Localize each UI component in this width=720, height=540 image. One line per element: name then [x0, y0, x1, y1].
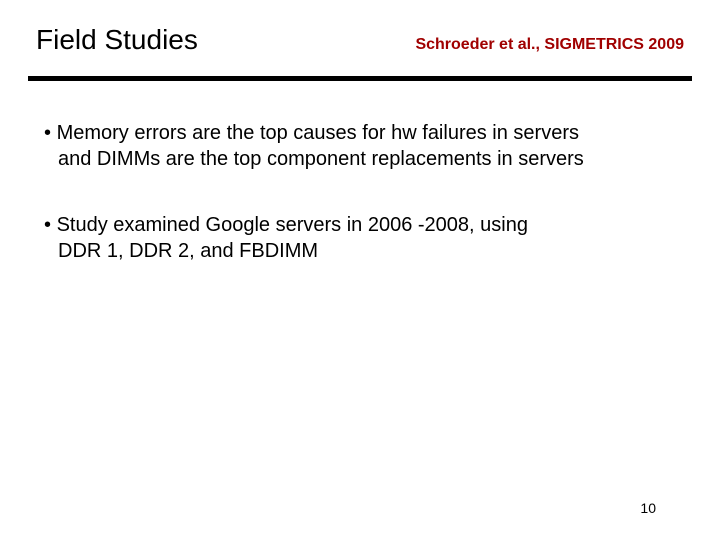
slide-title: Field Studies: [36, 24, 198, 56]
bullet-text: DDR 1, DDR 2, and FBDIMM: [44, 238, 684, 264]
divider-rule: [28, 76, 692, 81]
bullet-dot-icon: •: [44, 122, 57, 144]
bullet-dot-icon: •: [44, 214, 57, 236]
bullet-item: • Study examined Google servers in 2006 …: [44, 212, 684, 264]
slide: Field Studies Schroeder et al., SIGMETRI…: [0, 0, 720, 540]
slide-citation: Schroeder et al., SIGMETRICS 2009: [415, 36, 684, 54]
bullet-text: and DIMMs are the top component replacem…: [44, 146, 684, 172]
bullet-text: Memory errors are the top causes for hw …: [57, 122, 579, 144]
page-number: 10: [640, 500, 656, 516]
slide-header: Field Studies Schroeder et al., SIGMETRI…: [36, 24, 684, 56]
bullet-item: • Memory errors are the top causes for h…: [44, 120, 684, 172]
slide-body: • Memory errors are the top causes for h…: [44, 120, 684, 304]
bullet-text: Study examined Google servers in 2006 -2…: [57, 214, 528, 236]
